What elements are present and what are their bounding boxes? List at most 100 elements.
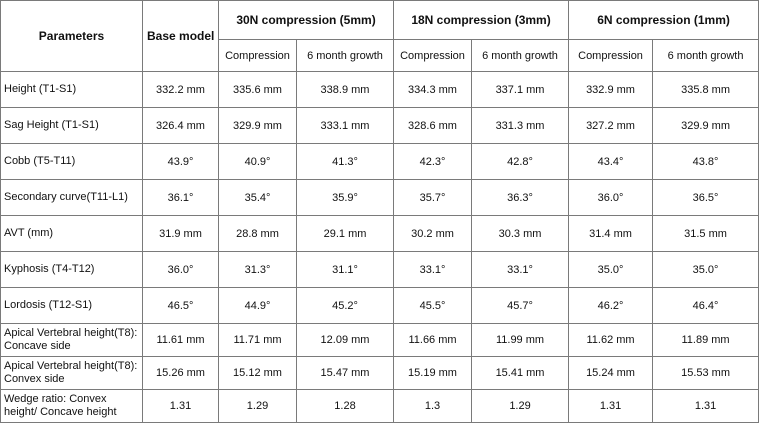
- measurement-value: 45.7°: [471, 287, 570, 324]
- subheader-cell: 6 month growth: [295, 39, 395, 72]
- row-parameter: Kyphosis (T4-T12): [0, 251, 143, 288]
- measurement-value: 15.47 mm: [295, 356, 395, 390]
- table-row: Lordosis (T12-S1) 46.5° 44.9° 45.2° 45.5° 45.…: [0, 287, 760, 324]
- table-row: Wedge ratio: Convex height/ Concave heig…: [0, 389, 760, 423]
- measurement-value: 33.1°: [471, 251, 570, 288]
- measurement-value: 335.8 mm: [652, 71, 760, 108]
- measurement-value: 15.19 mm: [393, 356, 473, 390]
- row-parameter: Height (T1-S1): [0, 71, 143, 108]
- table-body: Height (T1-S1) 332.2 mm 335.6 mm 338.9 mm 33…: [0, 71, 760, 423]
- measurement-value: 35.9°: [295, 179, 395, 216]
- subheader-cell: Compression: [393, 39, 473, 72]
- subheader-cell: 6 month growth: [471, 39, 570, 72]
- measurement-value: 35.7°: [393, 179, 473, 216]
- table-row: Sag Height (T1-S1) 326.4 mm 329.9 mm 333.1 …: [0, 107, 760, 144]
- measurement-value: 31.1°: [295, 251, 395, 288]
- measurement-value: 36.5°: [652, 179, 760, 216]
- measurement-value: 329.9 mm: [218, 107, 297, 144]
- measurement-value: 45.2°: [295, 287, 395, 324]
- measurement-value: 11.71 mm: [218, 323, 297, 357]
- measurement-value: 42.3°: [393, 143, 473, 180]
- measurement-value: 31.4 mm: [568, 215, 654, 252]
- base-model-value: 36.0°: [142, 251, 219, 288]
- base-model-value: 332.2 mm: [142, 71, 219, 108]
- measurement-value: 36.3°: [471, 179, 570, 216]
- measurement-value: 333.1 mm: [295, 107, 395, 144]
- measurement-value: 1.29: [218, 389, 297, 423]
- row-parameter: Apical Vertebral height(T8): Convex side: [0, 356, 143, 390]
- measurement-value: 335.6 mm: [218, 71, 297, 108]
- table-row: Kyphosis (T4-T12) 36.0° 31.3° 31.1° 33.1° 33.…: [0, 251, 760, 288]
- measurement-value: 44.9°: [218, 287, 297, 324]
- base-model-value: 46.5°: [142, 287, 219, 324]
- measurement-value: 28.8 mm: [218, 215, 297, 252]
- row-parameter: Sag Height (T1-S1): [0, 107, 143, 144]
- measurement-value: 15.41 mm: [471, 356, 570, 390]
- measurement-value: 42.8°: [471, 143, 570, 180]
- measurement-value: 46.2°: [568, 287, 654, 324]
- measurement-value: 15.12 mm: [218, 356, 297, 390]
- measurement-value: 31.5 mm: [652, 215, 760, 252]
- table-row: AVT (mm) 31.9 mm 28.8 mm 29.1 mm 30.2 mm 30.3…: [0, 215, 760, 252]
- measurement-value: 30.2 mm: [393, 215, 473, 252]
- table-row: Secondary curve(T11-L1) 36.1° 35.4° 35.9° 35…: [0, 179, 760, 216]
- row-parameter: Lordosis (T12-S1): [0, 287, 143, 324]
- measurement-value: 328.6 mm: [393, 107, 473, 144]
- subheader-cell: Compression: [568, 39, 654, 72]
- header-group-18n: 18N compression (3mm): [393, 0, 570, 40]
- measurement-value: 43.8°: [652, 143, 760, 180]
- row-parameter: Secondary curve(T11-L1): [0, 179, 143, 216]
- base-model-value: 31.9 mm: [142, 215, 219, 252]
- table-row: Cobb (T5-T11) 43.9° 40.9° 41.3° 42.3° 42.8° 43…: [0, 143, 760, 180]
- measurement-value: 30.3 mm: [471, 215, 570, 252]
- measurement-value: 337.1 mm: [471, 71, 570, 108]
- base-model-value: 1.31: [142, 389, 219, 423]
- header-row-groups: Parameters Base model 30N compression (5…: [0, 0, 760, 72]
- subheader-cell: Compression: [218, 39, 297, 72]
- measurement-value: 35.0°: [568, 251, 654, 288]
- header-group-30n: 30N compression (5mm): [217, 0, 395, 40]
- base-model-value: 11.61 mm: [142, 323, 219, 357]
- measurement-value: 11.62 mm: [568, 323, 654, 357]
- measurement-value: 11.89 mm: [652, 323, 760, 357]
- measurement-value: 338.9 mm: [295, 71, 395, 108]
- measurement-value: 332.9 mm: [568, 71, 654, 108]
- measurement-value: 1.29: [471, 389, 570, 423]
- measurement-value: 35.0°: [652, 251, 760, 288]
- measurement-value: 1.28: [295, 389, 395, 423]
- base-model-value: 43.9°: [142, 143, 219, 180]
- table-row: Height (T1-S1) 332.2 mm 335.6 mm 338.9 mm 33…: [0, 71, 760, 108]
- measurement-value: 31.3°: [218, 251, 297, 288]
- base-model-value: 15.26 mm: [142, 356, 219, 390]
- measurement-value: 327.2 mm: [568, 107, 654, 144]
- measurement-value: 40.9°: [218, 143, 297, 180]
- measurement-value: 45.5°: [393, 287, 473, 324]
- table-row: Apical Vertebral height(T8): Convex side…: [0, 356, 760, 390]
- table-row: Apical Vertebral height(T8): Concave sid…: [0, 323, 760, 357]
- measurement-value: 46.4°: [652, 287, 760, 324]
- measurement-value: 35.4°: [218, 179, 297, 216]
- measurement-value: 1.31: [568, 389, 654, 423]
- header-group-6n: 6N compression (1mm): [568, 0, 760, 40]
- row-parameter: AVT (mm): [0, 215, 143, 252]
- row-parameter: Wedge ratio: Convex height/ Concave heig…: [0, 389, 143, 423]
- measurement-value: 331.3 mm: [471, 107, 570, 144]
- header-base-model: Base model: [142, 0, 219, 72]
- measurement-value: 29.1 mm: [295, 215, 395, 252]
- measurement-value: 36.0°: [568, 179, 654, 216]
- header-row-sub: Compression 6 month growth Compression 6…: [1, 39, 760, 72]
- measurement-value: 11.99 mm: [471, 323, 570, 357]
- row-parameter: Cobb (T5-T11): [0, 143, 143, 180]
- measurement-value: 41.3°: [295, 143, 395, 180]
- measurement-value: 15.53 mm: [652, 356, 760, 390]
- measurement-value: 329.9 mm: [652, 107, 760, 144]
- measurement-value: 33.1°: [393, 251, 473, 288]
- measurement-value: 1.31: [652, 389, 760, 423]
- measurement-value: 15.24 mm: [568, 356, 654, 390]
- measurement-value: 12.09 mm: [295, 323, 395, 357]
- measurement-value: 43.4°: [568, 143, 654, 180]
- base-model-value: 36.1°: [142, 179, 219, 216]
- header-parameters: Parameters: [0, 0, 143, 72]
- measurement-value: 11.66 mm: [393, 323, 473, 357]
